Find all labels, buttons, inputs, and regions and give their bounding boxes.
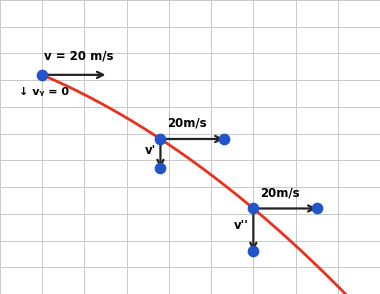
Point — [221, 137, 227, 141]
Text: 20m/s: 20m/s — [260, 186, 299, 199]
Point — [314, 206, 320, 211]
Text: 20m/s: 20m/s — [167, 117, 206, 130]
Text: v': v' — [145, 144, 156, 157]
Text: ↓ vᵧ = 0: ↓ vᵧ = 0 — [19, 87, 69, 97]
Text: v'': v'' — [234, 219, 249, 232]
Point — [250, 249, 256, 254]
Point — [157, 166, 163, 171]
Point — [39, 73, 45, 77]
Point — [250, 206, 256, 211]
Point — [157, 137, 163, 141]
Text: v = 20 m/s: v = 20 m/s — [44, 50, 114, 63]
